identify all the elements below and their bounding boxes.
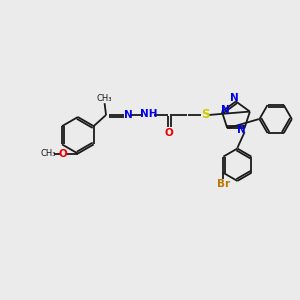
Text: O: O	[59, 148, 68, 158]
Text: N: N	[124, 110, 133, 120]
Text: N: N	[221, 105, 230, 115]
Text: S: S	[201, 109, 209, 122]
Text: O: O	[164, 128, 173, 138]
Text: CH₃: CH₃	[41, 149, 56, 158]
Text: NH: NH	[140, 109, 158, 119]
Text: N: N	[230, 93, 239, 103]
Text: N: N	[237, 124, 245, 134]
Text: CH₃: CH₃	[97, 94, 112, 103]
Text: Br: Br	[217, 179, 230, 189]
